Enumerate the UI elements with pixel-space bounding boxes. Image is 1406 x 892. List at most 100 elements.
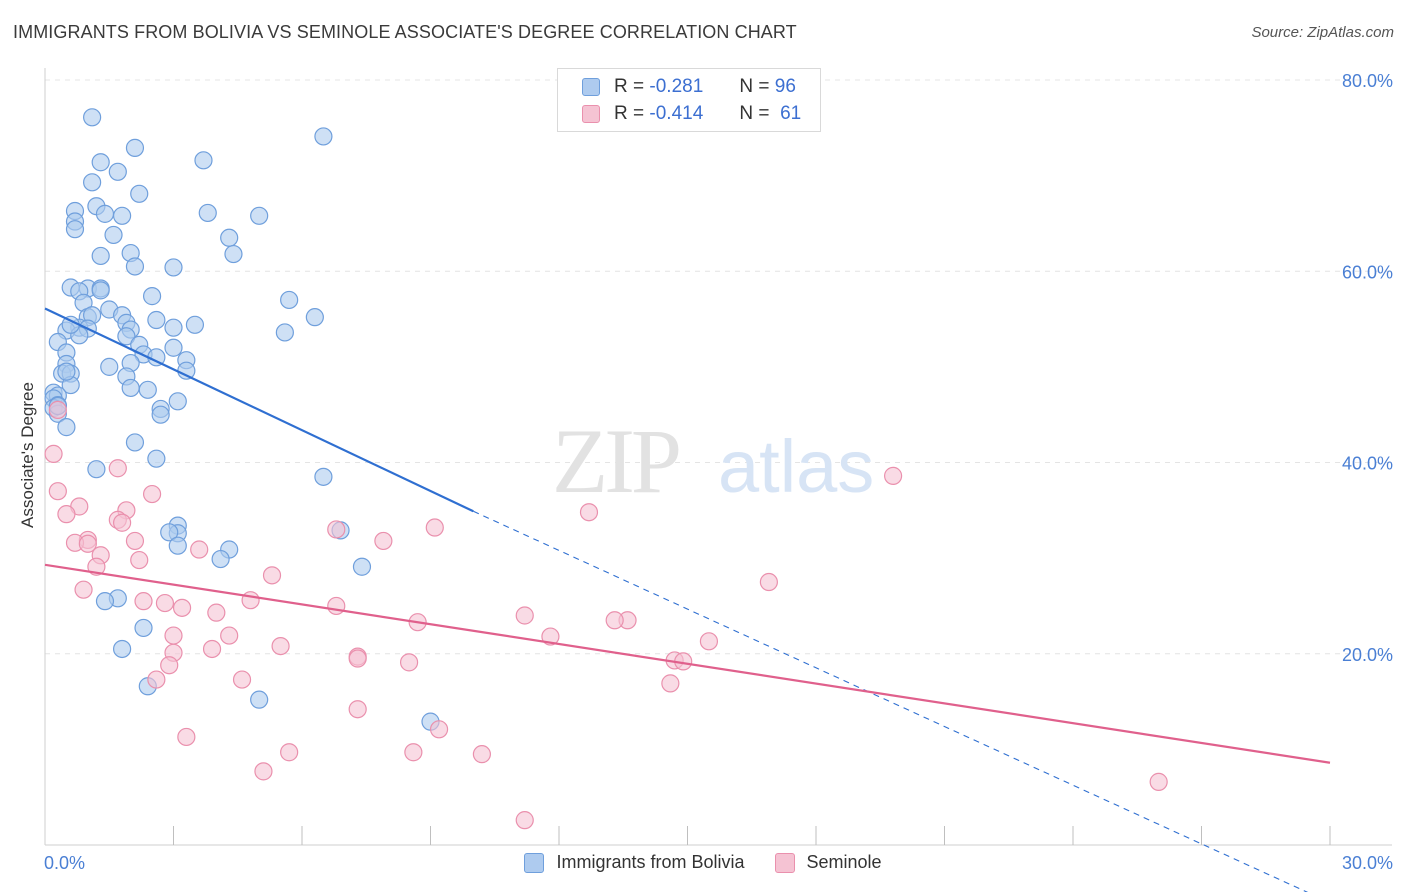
x-tick-label-max: 30.0%	[1342, 853, 1393, 873]
bolivia-point	[95, 204, 115, 223]
bolivia-point	[83, 108, 102, 127]
bolivia-point	[142, 287, 162, 306]
seminole-point	[207, 603, 226, 622]
seminole-point	[172, 598, 192, 617]
legend-label-seminole: Seminole	[806, 852, 882, 872]
pink-swatch	[582, 105, 600, 123]
bolivia-point	[138, 380, 157, 399]
bolivia-point	[250, 206, 269, 225]
bolivia-point	[108, 162, 127, 181]
seminole-point	[155, 593, 175, 613]
seminole-point	[160, 656, 179, 675]
r-value: -0.281	[649, 76, 704, 97]
trend-lines	[44, 307, 1331, 892]
bolivia-point	[224, 244, 243, 264]
seminole-point	[112, 513, 132, 532]
watermark: ZIP atlas	[552, 410, 874, 512]
seminole-point	[759, 572, 778, 592]
seminole-point	[1149, 772, 1168, 791]
y-tick-label: 60.0%	[1342, 262, 1393, 282]
seminole-point	[271, 636, 290, 656]
bolivia-point	[100, 357, 119, 376]
seminole-point	[541, 627, 560, 646]
bolivia-point	[121, 378, 140, 398]
seminole-trend-line	[44, 563, 1331, 764]
bolivia-point	[250, 690, 269, 709]
bolivia-point	[147, 449, 166, 468]
bolivia-point	[211, 549, 230, 569]
gridlines	[45, 79, 1392, 655]
bolivia-point	[134, 618, 153, 638]
seminole-point	[241, 591, 260, 610]
bolivia-point	[275, 323, 294, 342]
bolivia-point	[87, 460, 106, 479]
watermark-atlas: atlas	[718, 425, 874, 508]
legend-item-bolivia: Immigrants from Bolivia	[524, 852, 745, 873]
stats-legend-row-blue: R = -0.281 N = 96	[582, 75, 796, 99]
tick-labels: 20.0% 40.0% 60.0% 80.0% 0.0% 30.0%	[44, 71, 1393, 873]
seminole-point	[44, 444, 63, 463]
bolivia-point	[125, 257, 145, 276]
seminole-point	[348, 649, 367, 668]
seminole-point	[142, 484, 162, 504]
y-tick-label: 40.0%	[1342, 454, 1393, 474]
r-label: R =	[614, 76, 645, 97]
seminole-point	[374, 531, 393, 551]
bolivia-point	[164, 338, 183, 357]
bolivia-point	[280, 290, 299, 310]
seminole-point	[515, 606, 534, 625]
r-value: -0.414	[649, 103, 704, 124]
seminole-point	[699, 632, 719, 651]
bolivia-point	[198, 203, 217, 223]
bolivia-point	[95, 592, 115, 611]
seminole-point	[404, 743, 423, 762]
n-label: N =	[739, 103, 770, 124]
legend-item-seminole: Seminole	[774, 852, 882, 873]
seminole-point	[472, 745, 491, 764]
seminole-point	[147, 670, 166, 689]
x-tick-label-min: 0.0%	[44, 853, 85, 873]
seminole-point	[48, 482, 67, 501]
bolivia-point	[57, 362, 76, 381]
bolivia-point	[160, 523, 179, 542]
seminole-point	[515, 811, 534, 830]
seminole-point	[348, 700, 367, 719]
seminole-point	[125, 531, 145, 551]
bolivia-point	[130, 184, 149, 203]
bolivia-point	[185, 315, 205, 334]
bolivia-trend-line	[44, 307, 474, 513]
bolivia-trend-extension	[473, 510, 1309, 892]
bolivia-point	[164, 258, 183, 277]
bolivia-swatch	[524, 852, 545, 873]
n-label: N =	[739, 76, 770, 97]
bolivia-point	[125, 138, 145, 157]
source-label: Source: ZipAtlas.com	[1251, 24, 1394, 41]
bolivia-point	[151, 405, 170, 424]
stats-legend: R = -0.281 N = 96 R = -0.414 N = 61	[557, 68, 821, 132]
bolivia-point	[57, 418, 76, 437]
seminole-point	[579, 503, 599, 522]
seminole-point	[177, 727, 196, 747]
seminole-point	[78, 534, 97, 553]
seminole-swatch	[774, 852, 795, 873]
seminole-point	[202, 639, 222, 659]
r-label: R =	[614, 103, 645, 124]
bolivia-point	[91, 281, 110, 300]
seminole-point	[262, 566, 282, 585]
y-tick-label: 80.0%	[1342, 71, 1393, 91]
bolivia-point	[164, 318, 183, 337]
bolivia-point	[314, 127, 333, 146]
seminole-point	[327, 596, 346, 616]
seminole-point	[57, 505, 76, 524]
bolivia-point	[83, 173, 102, 192]
seminole-point	[48, 400, 67, 420]
bolivia-point	[220, 228, 239, 247]
bolivia-point	[104, 225, 123, 245]
seminole-point	[661, 674, 680, 693]
seminole-point	[130, 550, 149, 570]
seminole-point	[327, 520, 346, 539]
series-legend: Immigrants from Bolivia Seminole	[0, 852, 1406, 873]
bolivia-point	[125, 433, 145, 452]
bolivia-point	[112, 639, 132, 659]
